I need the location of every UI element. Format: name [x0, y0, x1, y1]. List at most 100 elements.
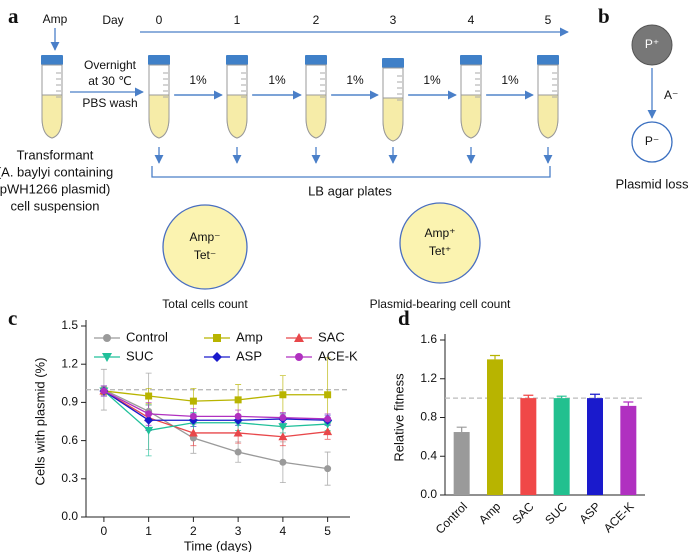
point	[324, 415, 332, 423]
y-axis-title: Relative fitness	[391, 373, 406, 462]
point	[234, 412, 242, 420]
x-tick-label: 2	[190, 524, 197, 538]
point	[144, 415, 154, 425]
step-text: Overnight	[84, 58, 137, 72]
dilution: 1%	[501, 73, 519, 87]
legend-label: Control	[126, 329, 168, 344]
plate-text: Amp⁺	[424, 226, 455, 240]
point	[234, 448, 242, 456]
y-tick-label: 0.0	[420, 487, 437, 501]
y-tick-label: 1.6	[420, 332, 437, 346]
point	[279, 414, 287, 422]
point	[233, 428, 243, 437]
plate-text: Tet⁻	[194, 248, 216, 262]
day: 1	[234, 13, 241, 27]
transformant-text: cell suspension	[11, 198, 100, 213]
error-bar	[490, 354, 500, 360]
plate-text: Tet⁺	[429, 244, 451, 258]
x-axis-title: Time (days)	[184, 538, 252, 552]
series-line	[103, 390, 328, 420]
point	[323, 427, 333, 436]
day: 0	[156, 13, 163, 27]
caption: Plasmid loss	[616, 176, 689, 191]
day: 3	[390, 13, 397, 27]
x-tick-label: 1	[145, 524, 152, 538]
point	[324, 391, 332, 399]
y-tick-label: 0.6	[61, 433, 78, 447]
y-tick-label: 1.5	[61, 318, 78, 332]
plate	[399, 202, 481, 284]
point	[100, 387, 108, 395]
bar	[587, 398, 603, 495]
series-line	[103, 390, 328, 421]
x-tick-label: ACE-K	[601, 499, 637, 535]
point	[278, 432, 288, 441]
x-tick-label: 3	[235, 524, 242, 538]
plate-caption: Plasmid-bearing cell count	[370, 297, 511, 311]
plasmid-label: P⁻	[645, 134, 659, 148]
down-arrows	[154, 147, 553, 164]
point	[144, 426, 154, 435]
bar	[553, 398, 570, 495]
y-tick-label: 1.2	[61, 356, 78, 370]
error-bar	[590, 393, 600, 399]
series-line	[103, 390, 328, 402]
error-bar	[456, 426, 467, 433]
legend-marker	[294, 333, 304, 342]
series-line	[103, 390, 328, 432]
bar	[453, 432, 470, 495]
dilution: 1%	[346, 73, 364, 87]
bracket	[151, 166, 551, 178]
plasmid-circle	[631, 121, 673, 163]
plasmid-label: P⁺	[645, 37, 659, 51]
plate-caption: Total cells count	[162, 297, 248, 311]
y-tick-label: 1.2	[420, 371, 437, 385]
panel-label: a	[8, 4, 19, 28]
transformant-text: (A. baylyi containing	[0, 164, 113, 179]
point	[279, 458, 287, 466]
bar	[520, 398, 537, 495]
day: 2	[313, 13, 320, 27]
legend-label: ASP	[236, 348, 262, 363]
legend-label: Amp	[236, 329, 263, 344]
day: 4	[468, 13, 475, 27]
x-tick-label: 0	[101, 524, 108, 538]
transformant-text: pWH1266 plasmid)	[0, 181, 110, 196]
bar	[620, 405, 637, 495]
x-tick-label: 4	[280, 524, 287, 538]
plasmid-circle	[631, 24, 673, 66]
agent-label: A⁻	[664, 88, 678, 102]
legend-marker	[102, 353, 112, 362]
dilution: 1%	[423, 73, 441, 87]
point	[189, 397, 197, 405]
panel-label: d	[398, 306, 410, 330]
series-line	[103, 389, 328, 470]
dilution: 1%	[189, 73, 207, 87]
y-tick-label: 0.9	[61, 395, 78, 409]
plate	[162, 204, 248, 290]
series-line	[103, 390, 328, 438]
day-label: Day	[102, 13, 123, 27]
panel-label: b	[598, 4, 610, 28]
point	[278, 423, 288, 432]
legend-marker	[213, 334, 221, 342]
point	[324, 465, 332, 473]
bar	[487, 359, 503, 495]
y-tick-label: 0.8	[420, 410, 437, 424]
y-tick-label: 0.0	[61, 509, 78, 523]
day: 5	[545, 13, 552, 27]
plate-text: Amp⁻	[189, 230, 220, 244]
step-text: PBS wash	[82, 96, 137, 110]
y-tick-label: 0.3	[61, 471, 78, 485]
x-tick-label: SUC	[542, 499, 570, 527]
error-bar	[556, 395, 567, 399]
legend-label: SUC	[126, 348, 153, 363]
legend-marker	[212, 352, 222, 362]
point	[189, 412, 197, 420]
legend-marker	[295, 353, 303, 361]
y-tick-label: 0.4	[420, 448, 437, 462]
x-tick-label: SAC	[509, 499, 537, 527]
legend-label: SAC	[318, 329, 345, 344]
point	[279, 391, 287, 399]
